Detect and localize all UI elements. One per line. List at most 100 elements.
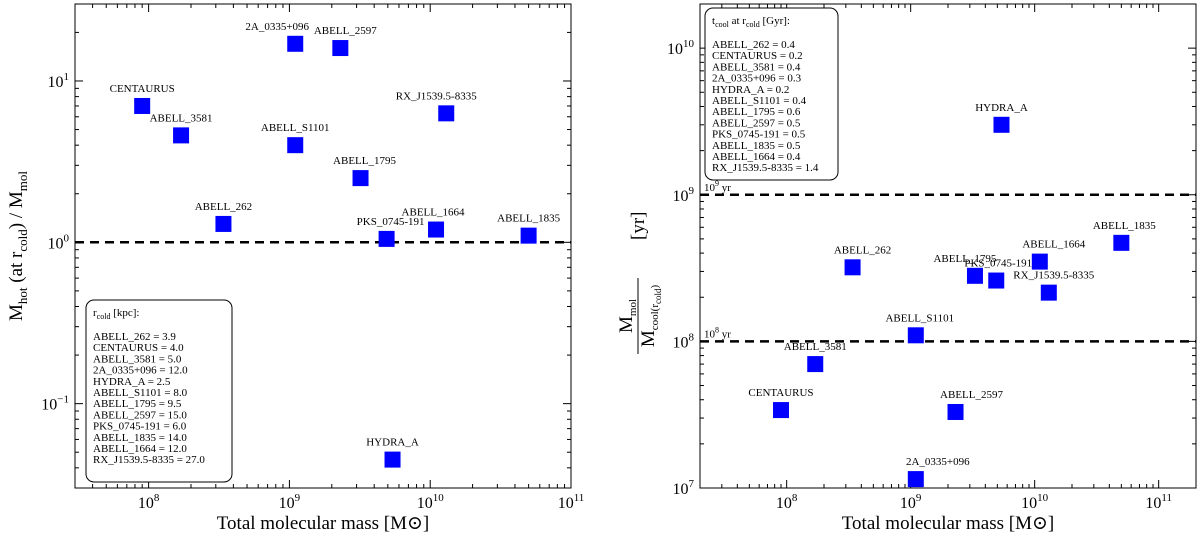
x-tick-label: 1011 — [558, 492, 585, 512]
marker-hydra-a — [384, 451, 401, 468]
point-label: 2A_0335+096 — [906, 456, 970, 468]
legend-entry: 2A_0335+096 = 0.3 — [712, 73, 802, 85]
marker-abell-3581 — [807, 356, 824, 373]
marker-rx-j1539-5-8335 — [1040, 284, 1057, 301]
legend-entry: ABELL_1664 = 0.4 — [712, 151, 801, 163]
legend-entry: RX_J1539.5-8335 = 27.0 — [93, 454, 205, 466]
legend-title: rcold [kpc]: — [93, 307, 139, 321]
y-tick-label: 1010 — [667, 38, 695, 58]
y-tick-label: 107 — [673, 478, 695, 498]
marker-abell-1795 — [352, 170, 369, 187]
x-tick-label: 1011 — [1145, 492, 1172, 512]
legend-entry: RX_J1539.5-8335 = 1.4 — [712, 162, 819, 174]
point-label: RX_J1539.5-8335 — [396, 90, 477, 102]
y-tick-label: 108 — [673, 331, 695, 351]
right-legend: tcool at rcold [Gyr]: ABELL_262 = 0.4CENT… — [704, 7, 839, 181]
left-ticks: 108 109 1010 1011 10−1 100 101 — [41, 3, 585, 512]
reference-line-label: 109 yr — [704, 179, 731, 194]
point-label: HYDRA_A — [975, 102, 1028, 114]
point-label: ABELL_S1101 — [885, 312, 954, 324]
point-label: ABELL_1795 — [933, 253, 996, 265]
legend-entry: ABELL_3581 = 0.4 — [712, 61, 801, 73]
left-y-axis-label: Mhot (at rcold) / Mmol — [6, 171, 30, 321]
legend-entry: ABELL_2597 = 15.0 — [93, 409, 187, 421]
marker-2a-0335-096 — [907, 471, 924, 488]
point-label: ABELL_1835 — [1093, 220, 1156, 232]
point-label: PKS_0745-191 — [964, 258, 1032, 270]
legend-entry: ABELL_3581 = 5.0 — [93, 353, 182, 365]
marker-abell-1664 — [1031, 253, 1048, 270]
point-label: ABELL_3581 — [784, 341, 847, 353]
y-tick-label: 100 — [48, 232, 70, 252]
right-y-numerator: M — [616, 316, 637, 333]
left-markers: CENTAURUS ABELL_3581 ABELL_262 2A_0335+096 A… — [110, 21, 561, 468]
legend-entry: ABELL_262 = 3.9 — [93, 331, 176, 343]
point-label: RX_J1539.5-8335 — [1013, 270, 1094, 282]
legend-title: tcool at rcold [Gyr]: — [712, 15, 790, 29]
marker-centaurus — [772, 402, 789, 419]
point-label: 2A_0335+096 — [245, 21, 309, 33]
legend-entry: CENTAURUS = 0.2 — [712, 50, 803, 62]
legend-box — [85, 299, 233, 483]
point-label: PKS_0745-191 — [357, 216, 425, 228]
legend-entry: ABELL_S1101 = 0.4 — [712, 95, 807, 107]
right-reference-lines: 109 yr 108 yr — [700, 179, 1196, 343]
marker-abell-1795 — [966, 267, 983, 284]
right-y-unit: [yr] — [628, 212, 649, 240]
left-plot-frame — [74, 3, 572, 489]
legend-entry: CENTAURUS = 4.0 — [93, 342, 184, 354]
marker-abell-s1101 — [287, 137, 304, 154]
marker-abell-262 — [844, 259, 861, 276]
point-label: ABELL_262 — [834, 244, 891, 256]
marker-abell-2597 — [947, 403, 964, 420]
y-tick-label: 10−1 — [41, 394, 69, 414]
x-tick-label: 108 — [138, 492, 160, 512]
legend-entry: HYDRA_A = 2.5 — [93, 376, 171, 388]
svg-text:Mcool(rcold): Mcool(rcold) — [638, 285, 663, 348]
legend-entry: ABELL_1795 = 9.5 — [93, 398, 182, 410]
legend-entry: PKS_0745-191 = 0.5 — [712, 129, 806, 141]
point-label: ABELL_S1101 — [261, 122, 330, 134]
x-tick-label: 1010 — [1021, 492, 1049, 512]
legend-entry: ABELL_2597 = 0.5 — [712, 117, 801, 129]
legend-entry: HYDRA_A = 0.2 — [712, 84, 789, 96]
x-tick-label: 108 — [776, 492, 798, 512]
x-tick-label: 109 — [900, 492, 922, 512]
legend-entry: ABELL_1795 = 0.6 — [712, 106, 801, 118]
y-tick-label: 101 — [48, 71, 70, 91]
point-label: CENTAURUS — [748, 387, 813, 399]
marker-hydra-a — [993, 116, 1010, 133]
marker-pks-0745-191 — [378, 230, 395, 247]
right-ticks: 108 109 1010 1011 107 108 109 1010 — [667, 3, 1197, 512]
right-markers: CENTAURUS ABELL_3581 ABELL_262 2A_0335+096 A… — [748, 102, 1156, 488]
right-y-axis-label: Mmol Mcool(rcold) [yr] — [616, 212, 663, 354]
legend-entry: ABELL_262 = 0.4 — [712, 39, 795, 51]
point-label: ABELL_3581 — [150, 112, 213, 124]
marker-abell-262 — [215, 215, 232, 232]
marker-rx-j1539-5-8335 — [438, 105, 455, 122]
legend-entry: ABELL_S1101 = 8.0 — [93, 387, 188, 399]
legend-entry: ABELL_1664 = 12.0 — [93, 443, 187, 455]
x-tick-label: 1010 — [417, 492, 445, 512]
left-chart: 108 109 1010 1011 10−1 100 101 CENTAURUS ABELL_… — [6, 3, 585, 534]
svg-text:Mmol: Mmol — [616, 299, 639, 333]
marker-2a-0335-096 — [287, 35, 304, 52]
point-label: ABELL_1835 — [497, 213, 560, 225]
point-label: ABELL_262 — [195, 201, 252, 213]
legend-entry: PKS_0745-191 = 6.0 — [93, 421, 187, 433]
marker-abell-1664 — [428, 221, 445, 238]
legend-entry: 2A_0335+096 = 12.0 — [93, 365, 188, 377]
marker-abell-s1101 — [907, 327, 924, 344]
point-label: ABELL_1664 — [402, 207, 465, 219]
y-tick-label: 109 — [673, 185, 695, 205]
reference-line-label: 108 yr — [704, 325, 731, 340]
right-x-axis-label: Total molecular mass [M⊙] — [842, 513, 1054, 534]
legend-box — [704, 7, 839, 181]
point-label: ABELL_1664 — [1022, 239, 1085, 251]
right-chart: 108 109 1010 1011 107 108 109 1010 109 yr 108 yr… — [616, 3, 1197, 534]
marker-pks-0745-191 — [988, 272, 1005, 289]
left-x-axis-label: Total molecular mass [M⊙] — [217, 513, 429, 534]
point-label: ABELL_2597 — [940, 389, 1003, 401]
